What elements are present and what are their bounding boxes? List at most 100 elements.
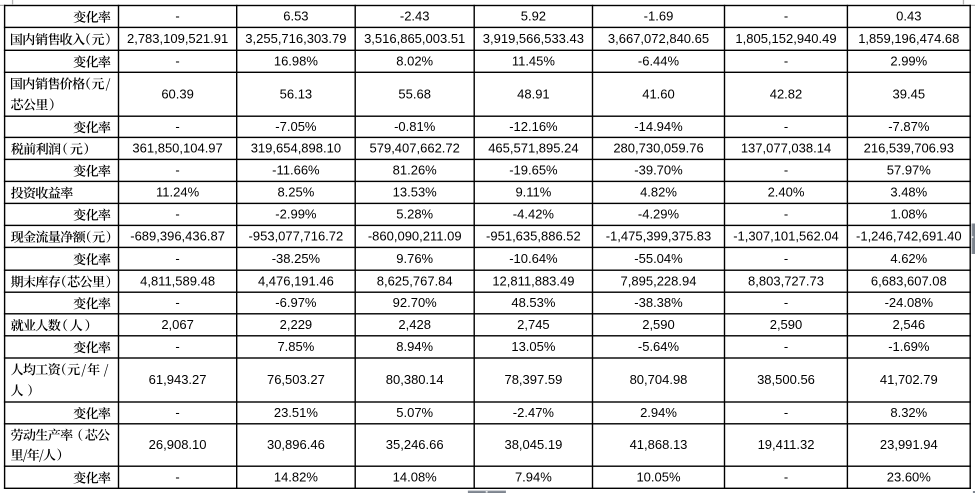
svg-text:3,516,865,003.51: 3,516,865,003.51 xyxy=(364,31,465,46)
svg-text:80,380.14: 80,380.14 xyxy=(386,372,444,387)
svg-text:579,407,662.72: 579,407,662.72 xyxy=(370,141,460,156)
svg-text:4,476,191.46: 4,476,191.46 xyxy=(258,273,334,288)
svg-text:137,077,038.14: 137,077,038.14 xyxy=(741,141,831,156)
svg-text:1.08%: 1.08% xyxy=(890,207,927,222)
svg-text:-1.69%: -1.69% xyxy=(888,339,930,354)
svg-text:55.68: 55.68 xyxy=(398,86,431,101)
svg-text:-6.97%: -6.97% xyxy=(275,295,317,310)
svg-text:-: - xyxy=(784,207,788,222)
svg-text:1,805,152,940.49: 1,805,152,940.49 xyxy=(735,31,836,46)
svg-text:465,571,895.24: 465,571,895.24 xyxy=(488,141,578,156)
svg-text:-: - xyxy=(175,339,179,354)
svg-text:-: - xyxy=(784,9,788,24)
svg-text:8.25%: 8.25% xyxy=(277,185,314,200)
svg-text:76,503.27: 76,503.27 xyxy=(267,372,325,387)
svg-text:-689,396,436.87: -689,396,436.87 xyxy=(130,229,225,244)
svg-text:-7.05%: -7.05% xyxy=(275,119,317,134)
svg-text:9.11%: 9.11% xyxy=(515,185,551,200)
svg-text:9.76%: 9.76% xyxy=(396,251,433,266)
svg-text:-: - xyxy=(784,295,788,310)
svg-text:4,811,589.48: 4,811,589.48 xyxy=(140,273,215,288)
svg-text:2,590: 2,590 xyxy=(642,317,675,332)
svg-text:23.51%: 23.51% xyxy=(274,405,319,420)
svg-text:216,539,706.93: 216,539,706.93 xyxy=(864,141,954,156)
svg-text:-1,307,101,562.04: -1,307,101,562.04 xyxy=(733,229,839,244)
svg-text:3,255,716,303.79: 3,255,716,303.79 xyxy=(245,31,346,46)
svg-text:-1,246,742,691.40: -1,246,742,691.40 xyxy=(856,229,962,244)
svg-text:2.94%: 2.94% xyxy=(640,405,677,420)
svg-text:41,868.13: 41,868.13 xyxy=(630,437,688,452)
svg-text:23,991.94: 23,991.94 xyxy=(880,437,938,452)
svg-text:39.45: 39.45 xyxy=(893,86,926,101)
svg-text:-2.99%: -2.99% xyxy=(275,207,317,222)
svg-text:12,811,883.49: 12,811,883.49 xyxy=(492,273,574,288)
svg-text:-38.25%: -38.25% xyxy=(272,251,321,266)
svg-text:-38.38%: -38.38% xyxy=(634,295,683,310)
svg-text:38,500.56: 38,500.56 xyxy=(757,372,815,387)
svg-text:23.60%: 23.60% xyxy=(887,469,932,484)
svg-text:35,246.66: 35,246.66 xyxy=(386,437,444,452)
svg-text:-: - xyxy=(175,163,179,178)
svg-text:8.02%: 8.02% xyxy=(396,53,433,68)
svg-text:8,803,727.73: 8,803,727.73 xyxy=(748,273,824,288)
svg-text:361,850,104.97: 361,850,104.97 xyxy=(132,141,222,156)
svg-text:42.82: 42.82 xyxy=(770,86,803,101)
svg-text:2,067: 2,067 xyxy=(161,317,194,332)
svg-text:319,654,898.10: 319,654,898.10 xyxy=(251,141,341,156)
svg-text:-1,475,399,375.83: -1,475,399,375.83 xyxy=(606,229,712,244)
svg-text:6,683,607.08: 6,683,607.08 xyxy=(871,273,947,288)
svg-text:56.13: 56.13 xyxy=(280,86,313,101)
svg-text:60.39: 60.39 xyxy=(161,86,194,101)
svg-text:57.97%: 57.97% xyxy=(887,163,932,178)
svg-text:19,411.32: 19,411.32 xyxy=(758,437,815,452)
svg-text:-39.70%: -39.70% xyxy=(634,163,683,178)
svg-text:41,702.79: 41,702.79 xyxy=(880,372,938,387)
svg-text:8.32%: 8.32% xyxy=(890,405,927,420)
svg-text:-0.81%: -0.81% xyxy=(394,119,436,134)
svg-text:6.53: 6.53 xyxy=(283,9,308,24)
svg-text:2,428: 2,428 xyxy=(398,317,431,332)
svg-text:280,730,059.76: 280,730,059.76 xyxy=(613,141,703,156)
svg-text:-: - xyxy=(784,163,788,178)
svg-text:1,859,196,474.68: 1,859,196,474.68 xyxy=(858,31,959,46)
svg-text:-7.87%: -7.87% xyxy=(888,119,930,134)
svg-text:3.48%: 3.48% xyxy=(890,185,927,200)
svg-text:-951,635,886.52: -951,635,886.52 xyxy=(486,229,581,244)
svg-text:-12.16%: -12.16% xyxy=(509,119,558,134)
svg-text:92.70%: 92.70% xyxy=(393,295,438,310)
svg-text:-2.47%: -2.47% xyxy=(513,405,555,420)
svg-text:-860,090,211.09: -860,090,211.09 xyxy=(368,229,462,244)
svg-text:-: - xyxy=(175,207,179,222)
svg-text:-: - xyxy=(175,9,179,24)
svg-text:-: - xyxy=(175,53,179,68)
svg-text:-953,077,716.72: -953,077,716.72 xyxy=(249,229,344,244)
svg-text:-: - xyxy=(784,53,788,68)
svg-text:-4.29%: -4.29% xyxy=(638,207,680,222)
svg-text:5.28%: 5.28% xyxy=(396,207,433,222)
svg-text:61,943.27: 61,943.27 xyxy=(149,372,207,387)
svg-text:5.92: 5.92 xyxy=(521,9,546,24)
svg-text:16.98%: 16.98% xyxy=(274,53,319,68)
svg-text:-14.94%: -14.94% xyxy=(634,119,683,134)
svg-text:13.53%: 13.53% xyxy=(393,185,438,200)
svg-text:38,045.19: 38,045.19 xyxy=(504,437,562,452)
svg-text:-: - xyxy=(175,251,179,266)
svg-text:13.05%: 13.05% xyxy=(511,339,556,354)
svg-text:78,397.59: 78,397.59 xyxy=(504,372,562,387)
svg-text:-: - xyxy=(784,119,788,134)
svg-text:-: - xyxy=(784,469,788,484)
svg-text:4.62%: 4.62% xyxy=(890,251,927,266)
svg-text:-55.04%: -55.04% xyxy=(634,251,683,266)
svg-text:3,919,566,533.43: 3,919,566,533.43 xyxy=(483,31,584,46)
svg-text:8,625,767.84: 8,625,767.84 xyxy=(377,273,453,288)
svg-text:48.53%: 48.53% xyxy=(511,295,556,310)
svg-text:7.94%: 7.94% xyxy=(515,469,552,484)
svg-text:-: - xyxy=(175,469,179,484)
svg-text:2,590: 2,590 xyxy=(770,317,803,332)
svg-text:30,896.46: 30,896.46 xyxy=(267,437,325,452)
svg-text:14.08%: 14.08% xyxy=(393,469,438,484)
svg-text:80,704.98: 80,704.98 xyxy=(630,372,688,387)
svg-text:-: - xyxy=(784,405,788,420)
svg-text:-10.64%: -10.64% xyxy=(509,251,558,266)
svg-text:-: - xyxy=(175,405,179,420)
